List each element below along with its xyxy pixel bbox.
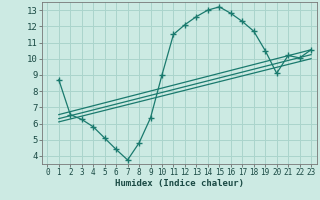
X-axis label: Humidex (Indice chaleur): Humidex (Indice chaleur)	[115, 179, 244, 188]
